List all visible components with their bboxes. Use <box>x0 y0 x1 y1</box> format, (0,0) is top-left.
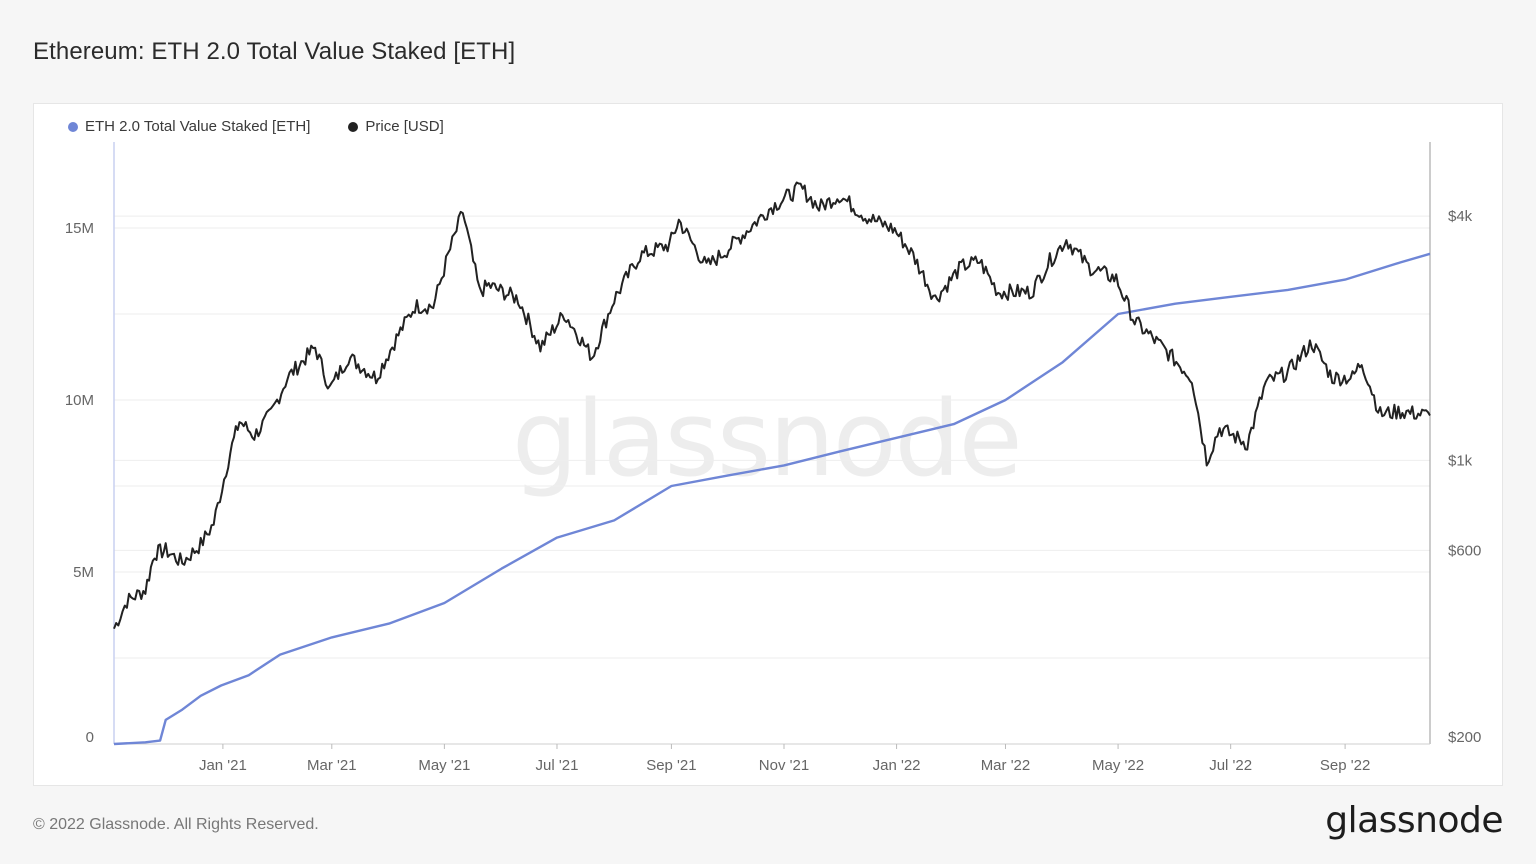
x-tick-label: Mar '21 <box>307 757 357 774</box>
series-line-staked <box>113 252 1431 746</box>
series-lines <box>113 181 1431 746</box>
tick-labels: Jan '21 Mar '21 May '21 Jul '21 Sep '21 Nov '… <box>65 208 1482 774</box>
y-left-tick-label: 15M <box>65 220 94 237</box>
brand-logo[interactable]: glassnode <box>1325 800 1503 841</box>
page-title: Ethereum: ETH 2.0 Total Value Staked [ET… <box>33 38 516 65</box>
x-tick-label: Sep '21 <box>646 757 696 774</box>
y-left-tick-label: 5M <box>73 564 94 581</box>
legend-dot-icon <box>348 121 359 132</box>
legend-dot-icon <box>68 121 78 132</box>
x-tick-label: May '21 <box>418 757 470 774</box>
x-tick-label: Jan '21 <box>199 757 247 774</box>
x-tick-label: Jan '22 <box>873 757 921 774</box>
x-tick-label: Nov '21 <box>759 757 809 774</box>
legend-label-price: Price [USD] <box>365 118 444 135</box>
chart-legend: ETH 2.0 Total Value Staked [ETH] Price [… <box>68 118 444 135</box>
x-tick-label: May '22 <box>1092 757 1144 774</box>
x-tick-label: Mar '22 <box>981 757 1031 774</box>
series-line-price <box>113 181 1431 630</box>
x-tick-label: Sep '22 <box>1320 757 1370 774</box>
y-right-tick-label: $200 <box>1448 729 1481 746</box>
y-right-tick-label: $4k <box>1448 208 1473 225</box>
axes <box>113 142 1431 749</box>
grid-lines <box>114 215 1430 745</box>
watermark-logo: glassnode <box>512 378 1023 500</box>
y-left-tick-label: 0 <box>86 729 94 746</box>
x-tick-label: Jul '21 <box>536 757 579 774</box>
x-tick-label: Jul '22 <box>1209 757 1252 774</box>
legend-item-price[interactable]: Price [USD] <box>348 118 444 135</box>
legend-label-staked: ETH 2.0 Total Value Staked [ETH] <box>85 118 311 135</box>
legend-item-staked[interactable]: ETH 2.0 Total Value Staked [ETH] <box>68 118 310 135</box>
y-right-tick-label: $600 <box>1448 542 1481 559</box>
copyright-footer: © 2022 Glassnode. All Rights Reserved. <box>33 816 319 833</box>
y-left-tick-label: 10M <box>65 392 94 409</box>
y-right-tick-label: $1k <box>1448 452 1473 469</box>
